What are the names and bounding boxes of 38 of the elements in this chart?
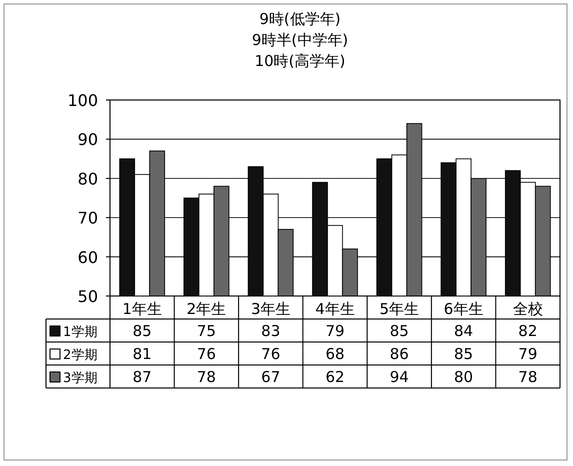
x-tick-label: 2年生 xyxy=(186,300,226,318)
data-label: 81 xyxy=(132,345,152,363)
x-tick-label: 6年生 xyxy=(444,300,484,318)
legend-label: 3学期 xyxy=(63,371,98,386)
x-tick-label: 5年生 xyxy=(380,300,420,318)
data-label: 67 xyxy=(261,368,280,386)
data-label: 79 xyxy=(325,322,345,340)
data-label: 76 xyxy=(196,345,216,363)
data-label: 75 xyxy=(196,322,216,340)
legend-label: 1学期 xyxy=(63,325,98,340)
data-label: 83 xyxy=(261,322,280,340)
data-label: 82 xyxy=(518,322,538,340)
y-tick-label: 50 xyxy=(78,287,98,306)
y-tick-label: 100 xyxy=(67,91,98,110)
y-tick-label: 60 xyxy=(78,248,98,267)
data-label: 76 xyxy=(261,345,280,363)
data-label: 68 xyxy=(325,345,345,363)
data-label: 78 xyxy=(196,368,216,386)
data-label: 79 xyxy=(518,345,538,363)
data-label: 85 xyxy=(454,345,474,363)
data-label: 85 xyxy=(390,322,409,340)
y-tick-label: 70 xyxy=(78,208,98,228)
data-label: 78 xyxy=(518,368,538,386)
x-tick-label: 全校 xyxy=(512,300,543,318)
x-tick-label: 4年生 xyxy=(315,300,355,318)
title: 9時(低学年) 9時半(中学年) 10時(高学年) xyxy=(252,10,348,70)
legend-label: 2学期 xyxy=(63,348,98,363)
data-label: 85 xyxy=(132,322,152,340)
data-label: 80 xyxy=(454,368,474,386)
y-tick-label: 90 xyxy=(78,130,98,150)
x-tick-label: 3年生 xyxy=(250,300,290,318)
data-label: 62 xyxy=(325,368,345,386)
data-label: 94 xyxy=(390,368,409,386)
data-label: 84 xyxy=(454,322,474,340)
data-label: 87 xyxy=(132,368,152,386)
y-tick-label: 80 xyxy=(78,169,98,188)
x-tick-label: 1年生 xyxy=(122,300,162,318)
data-label: 86 xyxy=(390,345,409,363)
